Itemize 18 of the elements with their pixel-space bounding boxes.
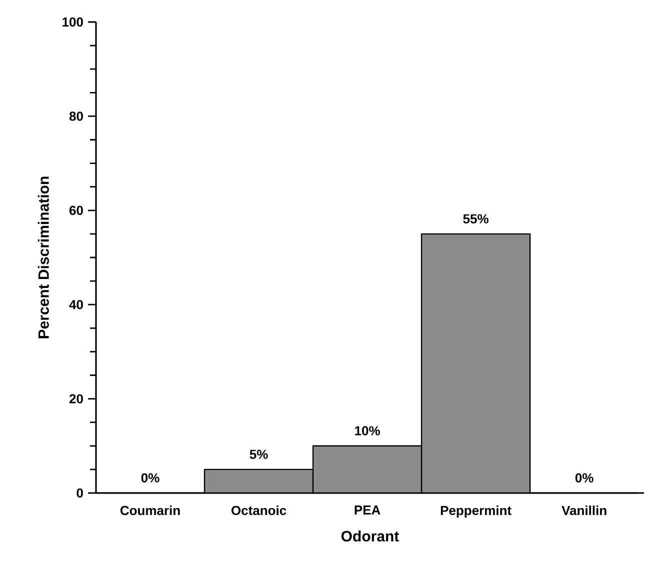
x-tick-label: PEA bbox=[354, 506, 380, 514]
y-tick-label: 20 bbox=[69, 394, 83, 404]
y-tick-label: 0 bbox=[76, 488, 83, 498]
y-axis-title: Percent Discrimination bbox=[38, 176, 49, 338]
y-tick-label: 80 bbox=[69, 112, 83, 121]
data-label: 0% bbox=[141, 473, 160, 482]
y-tick-label: 60 bbox=[69, 206, 83, 215]
x-tick-label: Peppermint bbox=[440, 506, 512, 518]
y-tick-label: 100 bbox=[62, 17, 83, 27]
y-tick-label: 40 bbox=[69, 300, 83, 310]
data-label: 5% bbox=[250, 450, 268, 459]
data-label: 0% bbox=[575, 473, 594, 482]
x-tick-label: Vanillin bbox=[562, 506, 606, 516]
data-label: 55% bbox=[463, 214, 488, 224]
x-tick-label: Octanoic bbox=[231, 506, 286, 516]
x-tick-label: Coumarin bbox=[120, 506, 180, 516]
x-axis-title: Odorant bbox=[341, 530, 399, 542]
data-label: 10% bbox=[355, 426, 380, 436]
